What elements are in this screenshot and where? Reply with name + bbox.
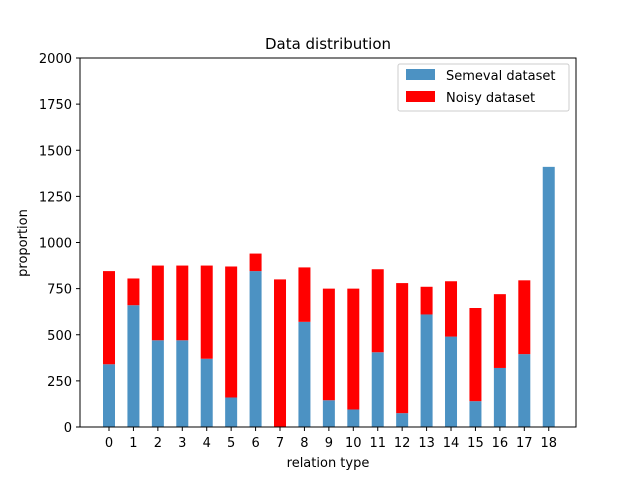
y-tick-label: 1750 <box>39 98 72 113</box>
y-tick-label: 750 <box>47 283 72 298</box>
bar-semeval-16 <box>493 367 506 427</box>
x-tick-label: 2 <box>154 436 162 451</box>
y-tick-label: 1500 <box>39 144 72 159</box>
bar-semeval-18 <box>542 166 555 428</box>
x-axis: 0 1 2 3 4 5 6 7 8 9 10 11 12 13 14 15 16 17 18 <box>105 427 557 451</box>
bar-noisy-15 <box>469 308 482 402</box>
bar-semeval-17 <box>518 354 531 427</box>
x-tick-label: 17 <box>516 436 533 451</box>
y-tick-label: 500 <box>47 329 72 344</box>
y-tick-label: 1250 <box>39 190 72 205</box>
bar-semeval-2 <box>151 340 164 427</box>
bar-noisy-11 <box>371 269 384 353</box>
bar-noisy-0 <box>103 271 115 365</box>
x-tick-label: 12 <box>394 436 411 451</box>
y-axis: 0 250 500 750 1000 1250 1500 1750 2000 <box>39 52 80 436</box>
bar-semeval-0 <box>103 364 115 427</box>
bar-noisy-9 <box>322 288 335 401</box>
x-tick-label: 11 <box>369 436 386 451</box>
x-tick-label: 8 <box>300 436 308 451</box>
bar-semeval-13 <box>420 314 433 427</box>
bar-noisy-4 <box>200 265 213 359</box>
bar-noisy-7 <box>274 279 287 427</box>
bar-noisy-16 <box>493 294 506 368</box>
x-tick-label: 7 <box>276 436 284 451</box>
bar-noisy-14 <box>445 281 458 337</box>
legend: Semeval dataset Noisy dataset <box>397 63 570 112</box>
y-axis-label: proportion <box>16 209 31 277</box>
bar-noisy-2 <box>151 265 164 341</box>
y-tick-label: 0 <box>64 421 72 436</box>
bar-noisy-3 <box>176 265 189 341</box>
legend-swatch-semeval <box>406 69 435 80</box>
bar-semeval-8 <box>298 321 311 427</box>
x-tick-label: 3 <box>178 436 186 451</box>
bar-noisy-5 <box>225 266 238 398</box>
bars-group <box>103 166 555 428</box>
legend-box <box>397 63 570 112</box>
y-tick-label: 250 <box>47 375 72 390</box>
bar-semeval-9 <box>322 400 335 427</box>
bar-semeval-14 <box>445 336 458 427</box>
x-tick-label: 9 <box>325 436 333 451</box>
chart-title: Data distribution <box>265 35 391 53</box>
bar-noisy-8 <box>298 267 311 322</box>
y-tick-label: 1000 <box>39 237 72 252</box>
x-tick-label: 4 <box>203 436 211 451</box>
bar-noisy-6 <box>249 253 262 272</box>
x-tick-label: 5 <box>227 436 235 451</box>
y-tick-label: 2000 <box>39 52 72 67</box>
legend-label-noisy: Noisy dataset <box>446 91 535 106</box>
x-tick-label: 15 <box>467 436 484 451</box>
x-tick-label: 6 <box>251 436 259 451</box>
x-tick-label: 0 <box>105 436 113 451</box>
bar-semeval-5 <box>225 397 238 427</box>
legend-swatch-noisy <box>406 91 435 102</box>
bar-semeval-4 <box>200 358 213 427</box>
x-tick-label: 14 <box>443 436 460 451</box>
bar-noisy-1 <box>127 278 140 306</box>
bar-semeval-12 <box>396 413 409 427</box>
legend-label-semeval: Semeval dataset <box>446 69 555 84</box>
x-tick-label: 1 <box>129 436 137 451</box>
x-tick-label: 18 <box>540 436 557 451</box>
bar-noisy-13 <box>420 286 433 315</box>
bar-semeval-15 <box>469 401 482 427</box>
bar-noisy-12 <box>396 283 409 414</box>
x-tick-label: 10 <box>345 436 362 451</box>
bar-semeval-3 <box>176 340 189 427</box>
bar-semeval-10 <box>347 409 360 427</box>
x-tick-label: 13 <box>418 436 435 451</box>
bar-semeval-6 <box>249 271 262 427</box>
x-tick-label: 16 <box>492 436 509 451</box>
bar-semeval-1 <box>127 305 140 427</box>
bar-semeval-11 <box>371 352 384 427</box>
bar-noisy-10 <box>347 288 360 410</box>
bar-noisy-17 <box>518 280 531 355</box>
x-axis-label: relation type <box>287 456 370 471</box>
